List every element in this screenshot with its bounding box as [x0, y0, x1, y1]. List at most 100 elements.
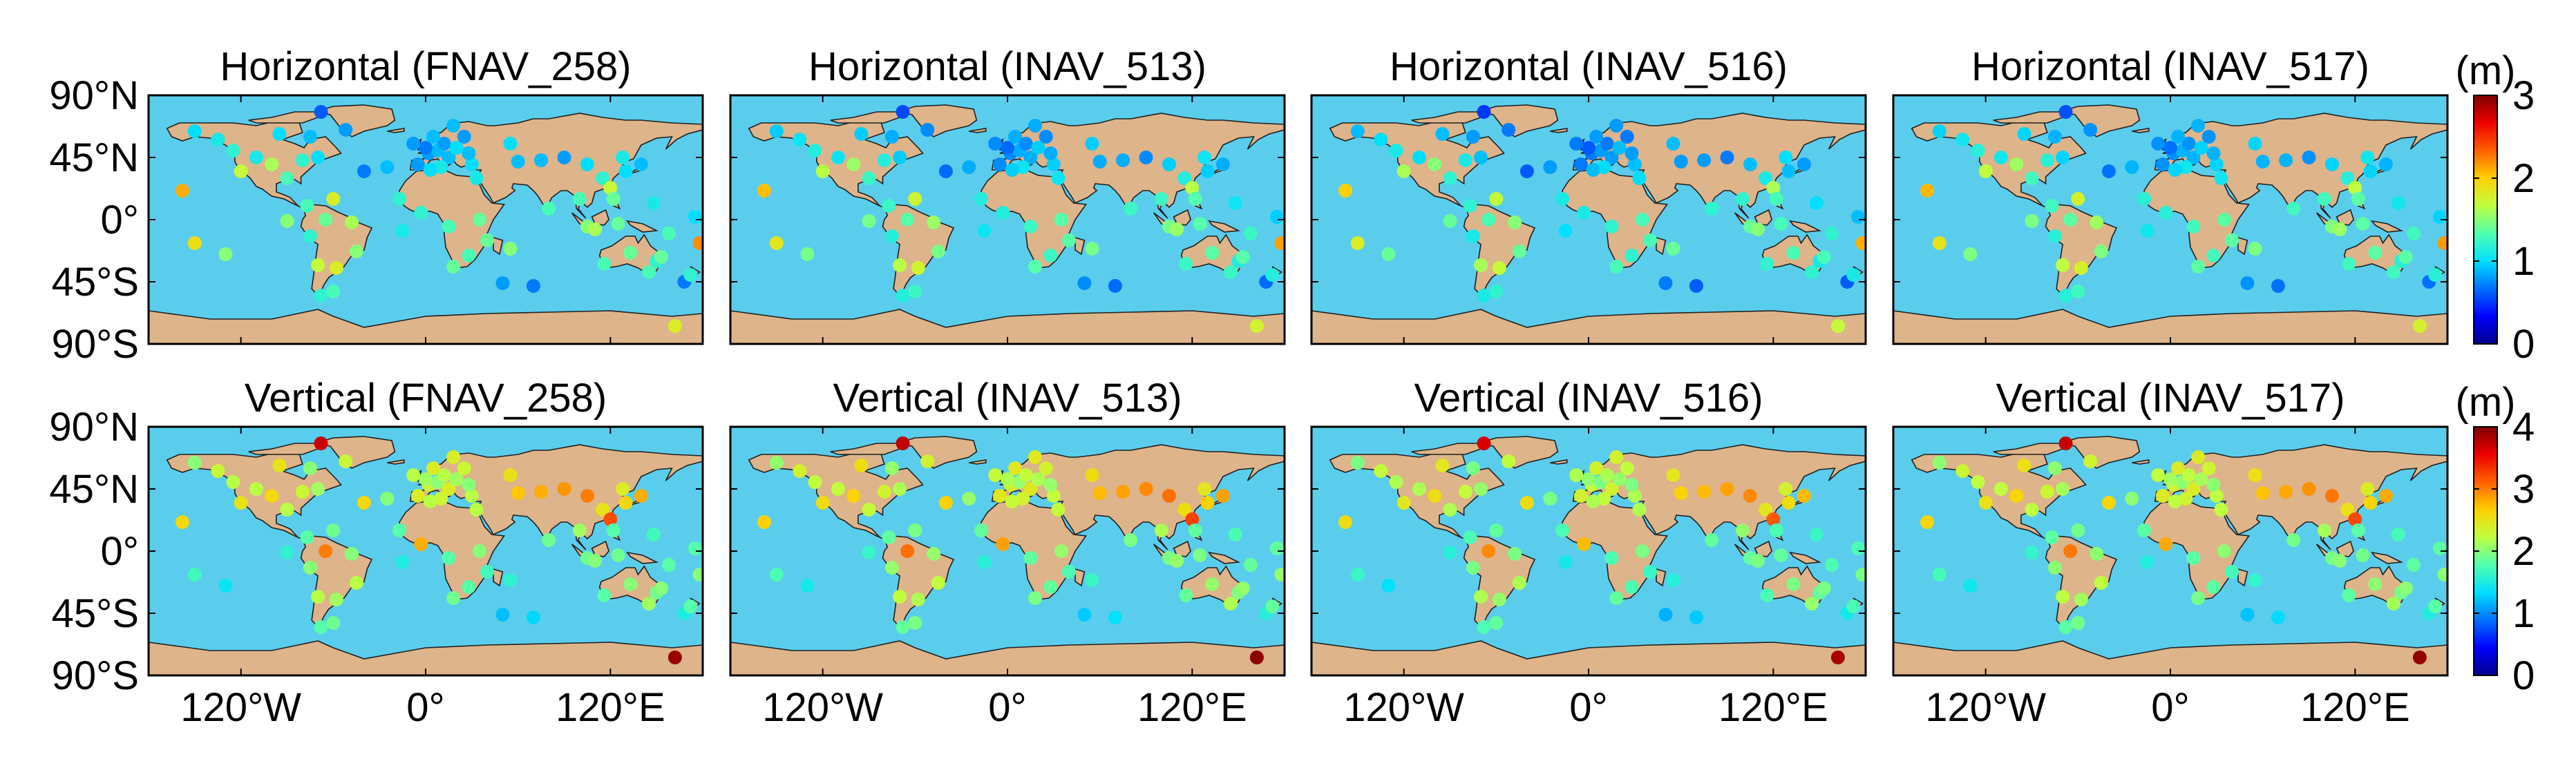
station-marker [2058, 289, 2073, 302]
station-marker [1028, 119, 1043, 133]
station-marker [2125, 492, 2139, 506]
station-marker [349, 244, 363, 258]
station-marker [1769, 192, 1783, 206]
station-marker [800, 247, 815, 261]
station-marker [667, 651, 682, 664]
map-panel-vertical-2: Vertical (INAV_513) 120°W 0° 120°E [729, 376, 1286, 730]
landmass [2059, 436, 2141, 469]
landmass [969, 128, 987, 133]
station-marker [2206, 146, 2221, 160]
landmass [1311, 640, 1866, 675]
station-markers [1338, 436, 1866, 664]
station-marker [974, 192, 989, 206]
station-marker [1809, 196, 1824, 210]
station-marker [1743, 157, 1757, 171]
station-marker [1016, 160, 1030, 174]
station-marker [1627, 489, 1642, 503]
landmass [730, 309, 1285, 344]
station-marker [2009, 489, 2024, 503]
station-marker [2255, 155, 2270, 169]
station-marker [2286, 533, 2301, 547]
station-marker [1489, 192, 1504, 206]
station-marker [2333, 554, 2347, 568]
station-marker [2045, 199, 2059, 213]
station-marker [1477, 289, 1491, 302]
station-marker [1005, 494, 1019, 508]
station-marker [1766, 512, 1781, 526]
station-marker [1265, 599, 1280, 613]
station-marker [442, 151, 456, 164]
station-marker [1609, 591, 1624, 605]
station-marker [2214, 171, 2228, 185]
station-marker [1443, 503, 1457, 517]
station-marker [265, 157, 279, 171]
station-marker [2063, 213, 2078, 227]
station-marker [1720, 151, 1734, 164]
map-panel-vertical-4: Vertical (INAV_517) 120°W 0° 120°E [1892, 376, 2449, 730]
landmass [149, 640, 703, 675]
landmass [1311, 309, 1866, 344]
station-marker [908, 285, 922, 298]
station-marker [2186, 551, 2201, 565]
station-marker [1779, 151, 1793, 164]
station-marker [1586, 494, 1600, 508]
station-marker [495, 276, 510, 290]
station-marker [2398, 250, 2413, 264]
station-marker [1381, 247, 1396, 261]
longitude-label: 120°W [762, 685, 883, 730]
station-markers [757, 436, 1285, 664]
station-marker [611, 217, 625, 231]
station-marker [1760, 588, 1774, 602]
station-marker [2047, 130, 2062, 144]
station-marker [311, 258, 325, 272]
station-marker [2279, 153, 2293, 167]
station-marker [449, 141, 464, 155]
station-marker [1760, 257, 1774, 271]
station-marker [2391, 196, 2405, 210]
station-marker [1759, 503, 1773, 517]
station-marker [2206, 478, 2221, 492]
station-marker [862, 503, 876, 517]
station-marker [1389, 144, 1403, 157]
station-marker [2217, 213, 2231, 227]
landmass [2059, 104, 2141, 137]
landmass [2370, 551, 2404, 564]
station-marker [572, 523, 587, 537]
longitude-label: 120°E [556, 685, 665, 730]
station-marker [446, 260, 461, 273]
station-marker [300, 199, 314, 213]
station-marker [2437, 236, 2447, 250]
station-marker [2398, 581, 2413, 595]
station-marker [2163, 472, 2177, 486]
station-marker [462, 580, 476, 594]
station-marker [1512, 244, 1526, 258]
station-marker [1188, 192, 1202, 206]
landmass [625, 551, 659, 564]
station-marker [345, 215, 359, 229]
station-marker [996, 537, 1010, 551]
station-marker [211, 133, 225, 146]
station-marker [380, 492, 395, 506]
station-marker [1177, 171, 1192, 185]
station-marker [406, 137, 421, 151]
station-marker [1932, 456, 1947, 470]
station-marker [1474, 258, 1488, 272]
station-marker [2056, 258, 2070, 272]
station-marker [326, 523, 341, 537]
colorbar-tick-label: 1 [2512, 239, 2535, 284]
colorbar-tick-label: 3 [2512, 467, 2535, 512]
station-marker [1350, 456, 1365, 470]
station-marker [1085, 573, 1099, 587]
landmass-layer [730, 436, 1285, 675]
station-marker [534, 153, 549, 167]
station-marker [2017, 127, 2032, 141]
station-marker [395, 224, 410, 238]
landmass [2132, 128, 2150, 133]
station-marker [2159, 537, 2173, 551]
station-marker [911, 261, 925, 275]
station-marker [2186, 220, 2201, 233]
station-marker [900, 213, 915, 227]
station-marker [1474, 482, 1488, 496]
station-marker [319, 544, 333, 558]
station-marker [1205, 246, 1220, 260]
